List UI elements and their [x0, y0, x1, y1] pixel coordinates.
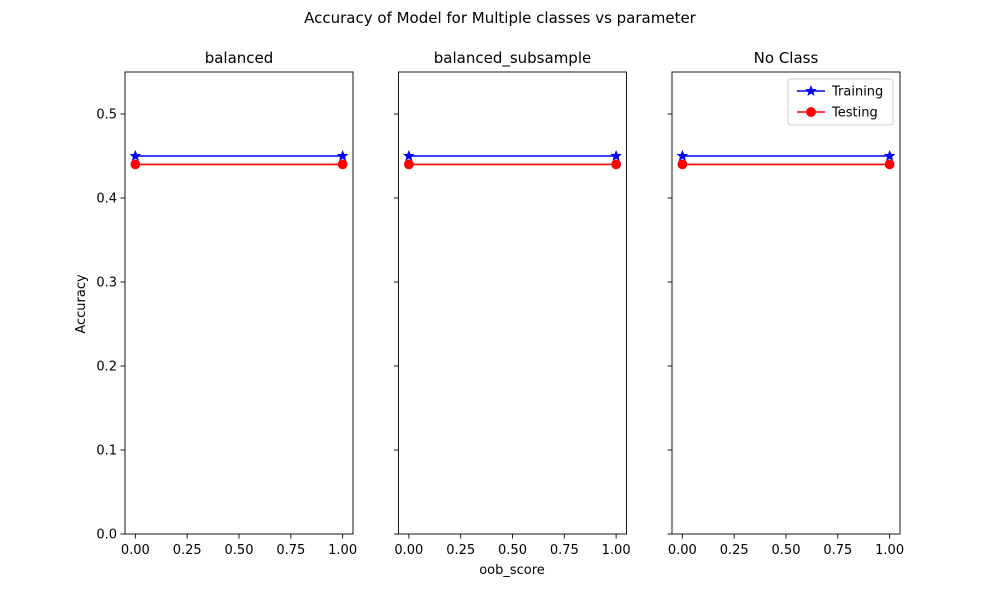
y-tick-label: 0.3 — [96, 276, 117, 291]
data-point-testing — [403, 159, 414, 170]
panel-3: No Class 0.00 0.25 0.50 0.75 1.00 Training Test… — [667, 49, 904, 558]
y-tick-label: 0.5 — [96, 108, 117, 123]
axes-frame — [124, 71, 354, 535]
x-tick-label: 0.00 — [668, 543, 697, 558]
x-tick-label: 0.25 — [446, 543, 475, 558]
data-point-training — [336, 150, 349, 161]
x-tick-label: 1.00 — [602, 543, 631, 558]
data-point-testing — [337, 159, 348, 170]
legend-label-testing: Testing — [831, 106, 878, 121]
data-point-training — [610, 150, 622, 161]
panel-title: balanced_subsample — [434, 49, 591, 68]
axes-frame — [671, 71, 901, 535]
data-point-testing — [130, 159, 141, 170]
y-tick-label: 0.0 — [96, 528, 117, 543]
data-point-training — [129, 150, 142, 161]
y-tick-label: 0.1 — [96, 444, 117, 459]
data-point-training — [403, 150, 415, 161]
data-point-testing — [677, 159, 688, 170]
data-point-training — [676, 150, 689, 161]
legend: Training Testing — [787, 78, 894, 126]
x-tick-label: 0.50 — [772, 543, 801, 558]
panel-title: balanced — [205, 49, 274, 67]
x-tick-label: 0.75 — [823, 543, 852, 558]
data-point-training — [883, 150, 896, 161]
x-tick-label: 0.75 — [550, 543, 579, 558]
panel-1: balanced 0.0 0.1 0.2 0.3 0.4 0.5 0.00 0.25 0.50 0.… — [96, 49, 357, 558]
legend-marker-testing — [806, 107, 816, 117]
x-tick-label: 0.00 — [121, 543, 150, 558]
x-tick-label: 0.75 — [276, 543, 305, 558]
axes-frame — [398, 71, 627, 535]
x-axis-label: oob_score — [479, 563, 545, 578]
y-tick-label: 0.4 — [96, 192, 117, 207]
x-tick-label: 0.50 — [225, 543, 254, 558]
panels: balanced 0.0 0.1 0.2 0.3 0.4 0.5 0.00 0.25 0.50 0.… — [96, 49, 904, 558]
legend-marker-training — [805, 84, 817, 96]
legend-label-training: Training — [831, 85, 883, 100]
y-tick-label: 0.2 — [96, 360, 117, 375]
data-point-testing — [611, 159, 622, 170]
x-tick-label: 0.25 — [173, 543, 202, 558]
chart-title: Accuracy of Model for Multiple classes v… — [304, 9, 697, 27]
x-tick-label: 1.00 — [875, 543, 904, 558]
x-tick-label: 0.00 — [394, 543, 423, 558]
y-axis-label: Accuracy — [74, 274, 89, 334]
data-point-testing — [884, 159, 895, 170]
x-tick-label: 1.00 — [328, 543, 357, 558]
x-tick-label: 0.50 — [498, 543, 527, 558]
panel-2: balanced_subsample 0.00 0.25 0.50 0.75 1.00 — [394, 49, 631, 558]
x-tick-label: 0.25 — [720, 543, 749, 558]
panel-title: No Class — [754, 49, 819, 67]
